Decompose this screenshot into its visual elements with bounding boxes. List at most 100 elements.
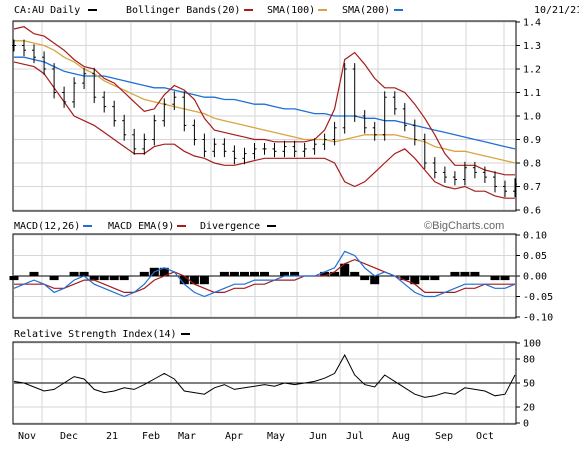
x-tick-label: Oct bbox=[476, 431, 494, 442]
macd-ema-label: MACD EMA(9) bbox=[108, 221, 174, 232]
y-tick-label: 1.1 bbox=[523, 88, 541, 99]
divergence-bar bbox=[410, 276, 420, 285]
x-tick-label: Dec bbox=[60, 431, 78, 442]
rsi-legend-swatch bbox=[181, 333, 190, 335]
sma100-line bbox=[14, 40, 516, 164]
x-tick-label: Jun bbox=[309, 431, 327, 442]
divergence-bar bbox=[340, 263, 350, 276]
price-legend-swatch bbox=[88, 9, 97, 11]
chart-date: 10/21/21 bbox=[534, 5, 579, 16]
bollinger-label: Bollinger Bands(20) bbox=[126, 5, 240, 16]
divergence-bar bbox=[169, 276, 179, 277]
bollinger-lower-line bbox=[13, 61, 515, 199]
divergence-bar bbox=[490, 276, 500, 281]
divergence-bar bbox=[229, 271, 239, 276]
divergence-bar bbox=[9, 276, 19, 281]
x-tick-label: Apr bbox=[225, 431, 243, 442]
price-legend: CA:AU Daily Bollinger Bands(20) SMA(100)… bbox=[14, 5, 579, 16]
macd-legend-swatch bbox=[83, 225, 92, 227]
macd-line bbox=[13, 250, 516, 298]
symbol-label: CA:AU Daily bbox=[14, 5, 80, 16]
x-tick-label: Jul bbox=[346, 431, 364, 442]
divergence-bar bbox=[450, 271, 460, 276]
divergence-bar bbox=[420, 276, 430, 281]
y-tick-label: 50 bbox=[523, 379, 535, 390]
y-tick-label: 20 bbox=[523, 403, 535, 414]
y-tick-label: 100 bbox=[523, 339, 541, 350]
y-tick-label: 0.00 bbox=[523, 272, 547, 283]
sma200-label: SMA(200) bbox=[342, 5, 390, 16]
y-tick-label: 1.4 bbox=[523, 18, 541, 29]
divergence-bar bbox=[119, 276, 129, 281]
rsi-y-axis: 100 80 50 20 0 bbox=[516, 339, 541, 430]
divergence-bar bbox=[250, 271, 259, 276]
divergence-bar bbox=[19, 276, 29, 277]
x-tick-label: Mar bbox=[178, 431, 196, 442]
divergence-bar bbox=[360, 276, 370, 281]
y-tick-label: 0.8 bbox=[523, 159, 541, 170]
rsi-line bbox=[13, 353, 516, 398]
x-tick-label: Sep bbox=[435, 431, 453, 442]
macd-ema-line bbox=[14, 258, 515, 293]
divergence-label: Divergence bbox=[200, 221, 260, 232]
divergence-bar bbox=[260, 271, 269, 276]
y-tick-label: -0.10 bbox=[523, 313, 553, 324]
sma100-legend-swatch bbox=[318, 9, 327, 11]
divergence-bar bbox=[129, 276, 139, 277]
y-tick-label: 80 bbox=[523, 355, 535, 366]
divergence-bar bbox=[320, 271, 330, 276]
macd-y-axis: 0.10 0.05 0.00 -0.05 -0.10 bbox=[516, 231, 553, 324]
divergence-bar bbox=[59, 276, 69, 277]
rsi-series bbox=[13, 353, 516, 398]
y-tick-label: 0.9 bbox=[523, 135, 541, 146]
divergence-bar bbox=[510, 276, 520, 277]
bollinger-legend-swatch bbox=[244, 9, 253, 11]
divergence-bar bbox=[199, 276, 209, 285]
macd-ema-legend-swatch bbox=[177, 225, 186, 227]
x-tick-label: Nov bbox=[18, 431, 36, 442]
divergence-bar bbox=[430, 276, 440, 281]
divergence-bar bbox=[69, 271, 79, 276]
divergence-bar bbox=[39, 276, 49, 277]
divergence-bar bbox=[480, 276, 490, 277]
divergence-bar bbox=[240, 271, 249, 276]
divergence-legend-swatch bbox=[267, 225, 276, 227]
y-tick-label: 1.3 bbox=[523, 41, 541, 52]
divergence-bar bbox=[470, 271, 480, 276]
y-tick-label: 1.0 bbox=[523, 112, 541, 123]
divergence-bar bbox=[99, 276, 109, 281]
x-tick-label: May bbox=[267, 431, 285, 442]
macd-label: MACD(12,26) bbox=[14, 221, 80, 232]
y-tick-label: 0.7 bbox=[523, 182, 541, 193]
divergence-bar bbox=[139, 271, 149, 276]
y-tick-label: 0.05 bbox=[523, 251, 547, 262]
price-series bbox=[12, 26, 517, 199]
divergence-bar bbox=[179, 276, 189, 285]
divergence-bar bbox=[440, 276, 450, 277]
divergence-bar bbox=[500, 276, 510, 281]
sma100-label: SMA(100) bbox=[267, 5, 315, 16]
divergence-bar bbox=[109, 276, 119, 281]
divergence-bar bbox=[380, 276, 390, 277]
divergence-bar bbox=[89, 276, 99, 281]
bollinger-upper-line bbox=[13, 26, 515, 176]
x-axis: Nov Dec 21 Feb Mar Apr May Jun Jul Aug Sep Oct bbox=[18, 431, 494, 442]
rsi-legend: Relative Strength Index(14) bbox=[14, 329, 190, 340]
divergence-bar bbox=[189, 276, 199, 285]
divergence-bar bbox=[219, 271, 229, 276]
x-tick-label: Feb bbox=[142, 431, 160, 442]
divergence-bar bbox=[330, 271, 340, 276]
macd-series bbox=[9, 250, 520, 298]
x-tick-label: 21 bbox=[106, 431, 118, 442]
y-tick-label: -0.05 bbox=[523, 292, 553, 303]
price-y-axis: 1.4 1.3 1.2 1.1 1.0 0.9 0.8 0.7 0.6 bbox=[516, 18, 541, 217]
divergence-bar bbox=[29, 271, 39, 276]
divergence-bar bbox=[290, 271, 300, 276]
divergence-bar bbox=[209, 276, 219, 277]
macd-legend: MACD(12,26) MACD EMA(9) Divergence ©BigC… bbox=[14, 220, 504, 232]
y-tick-label: 1.2 bbox=[523, 65, 541, 76]
y-tick-label: 0 bbox=[523, 419, 529, 430]
